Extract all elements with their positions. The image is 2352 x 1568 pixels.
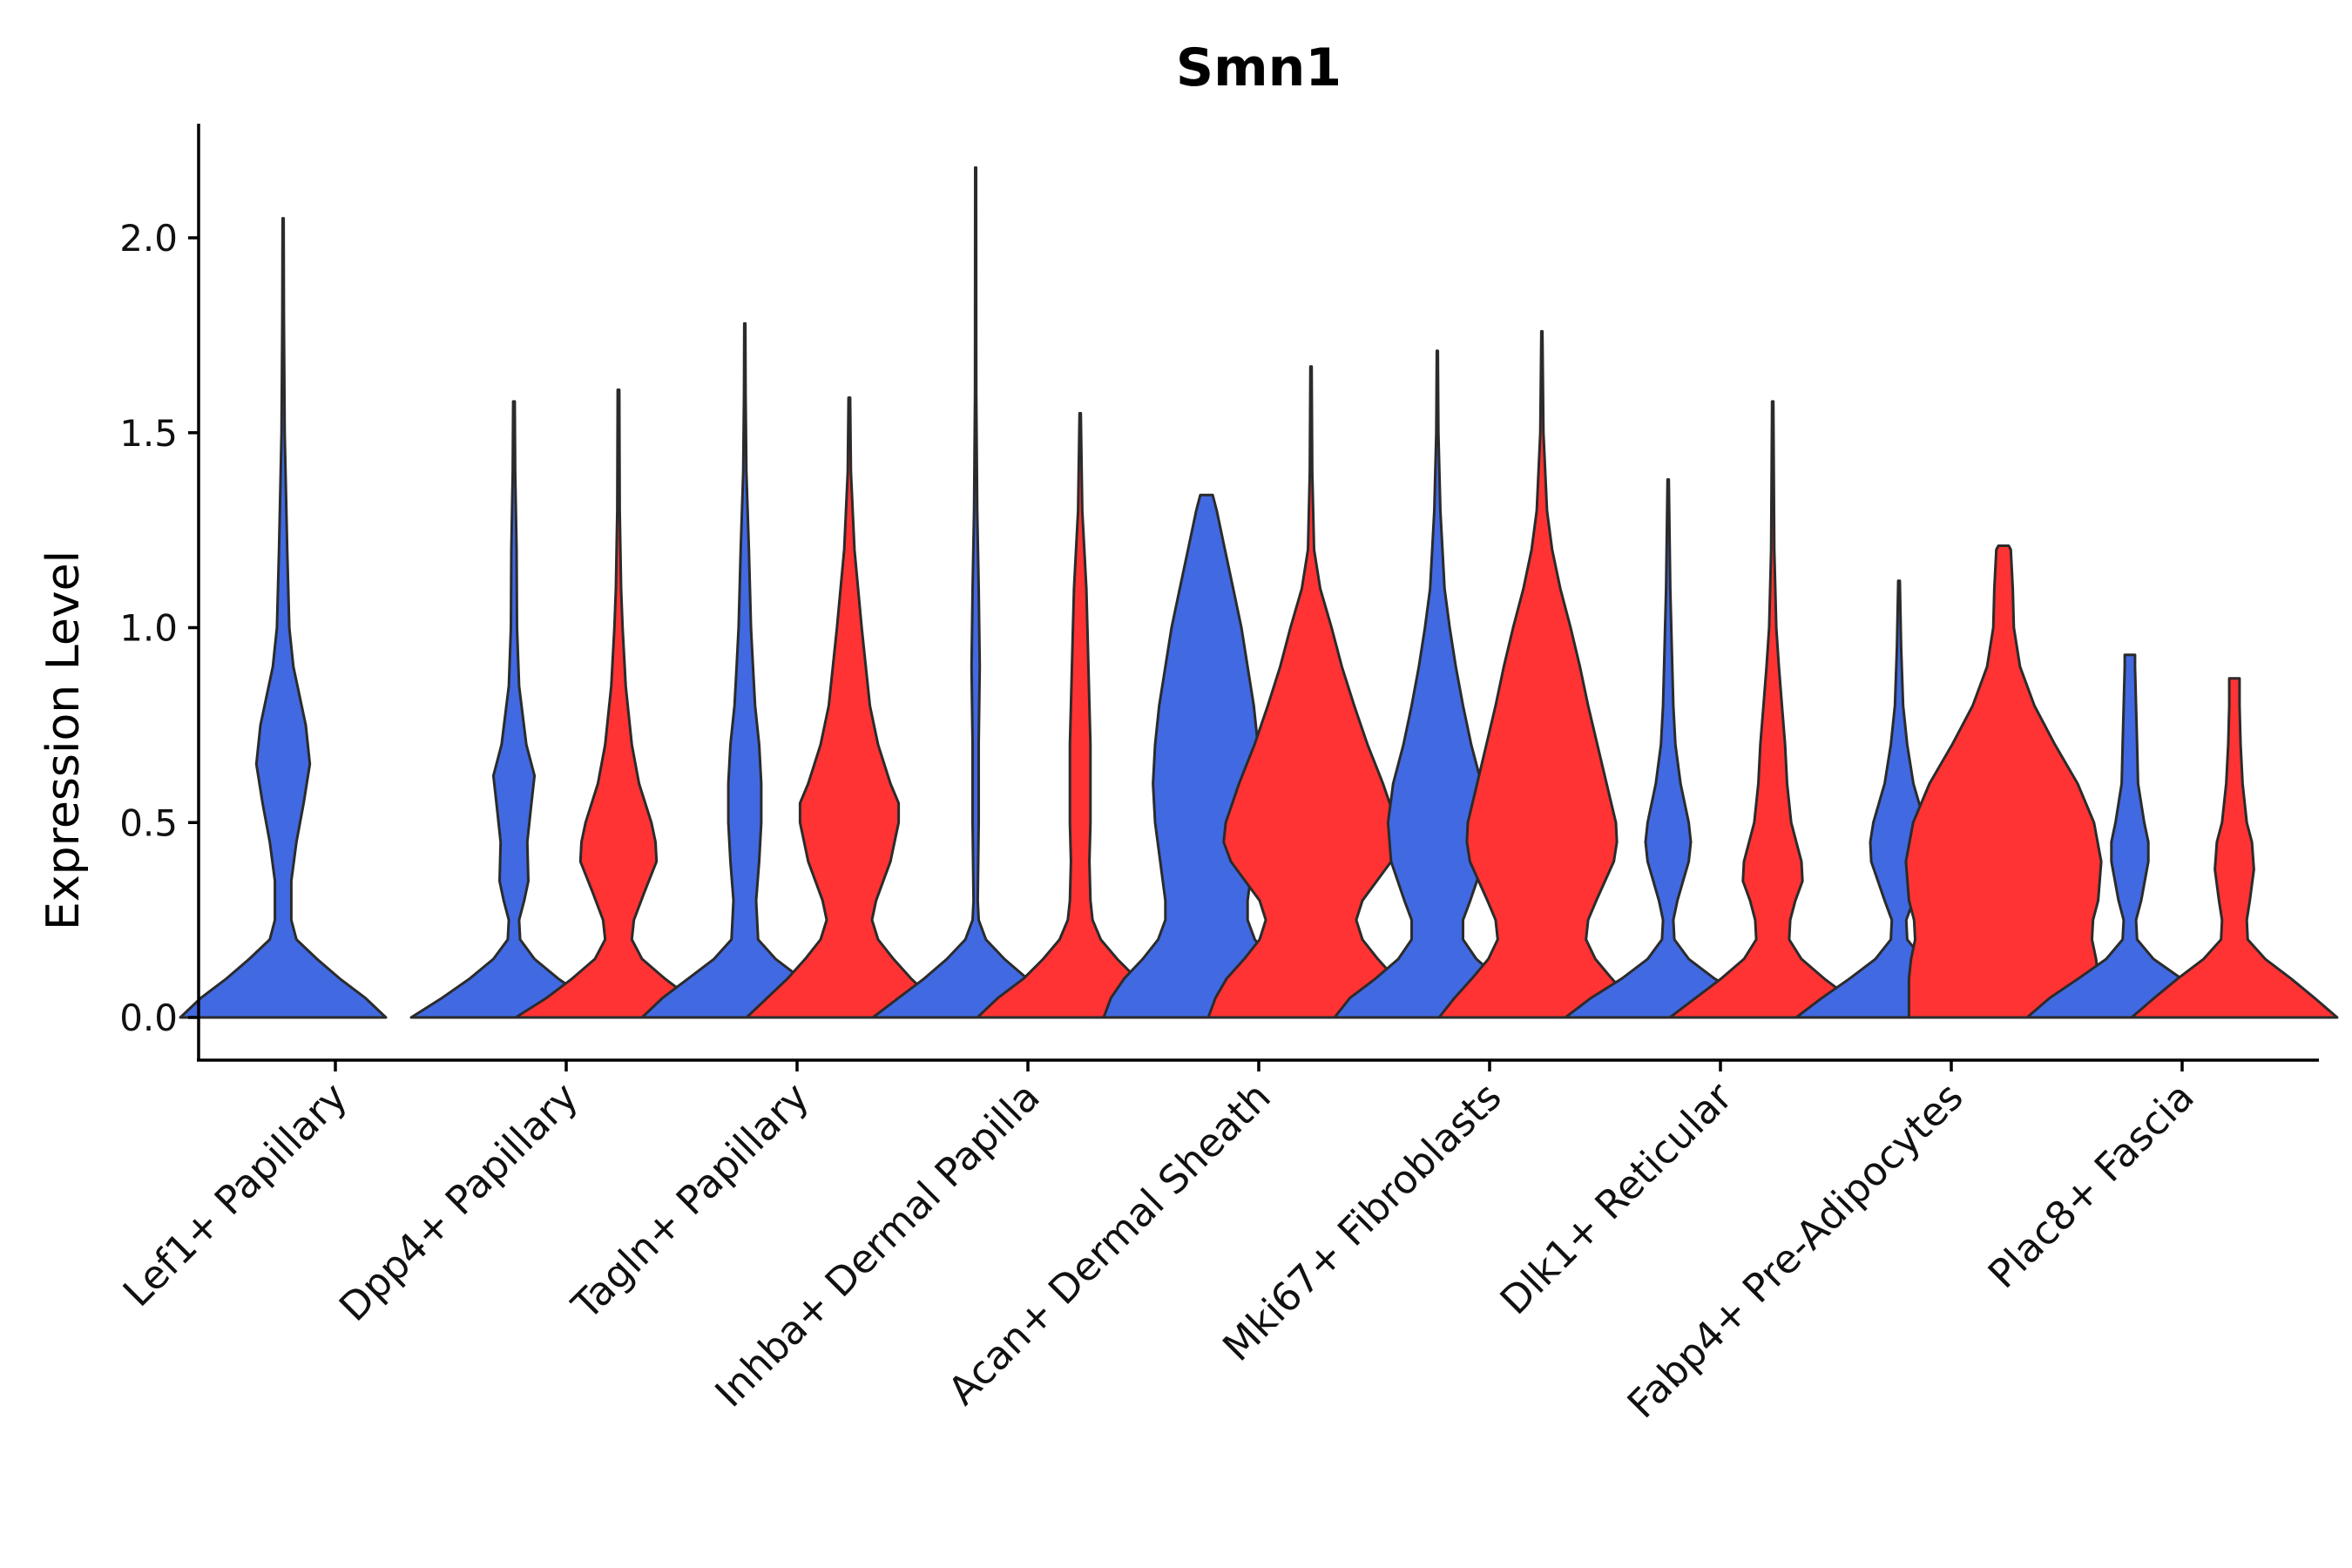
x-tick-label: Plac8+ Fascia bbox=[1979, 1073, 2203, 1297]
x-tick-label: Tagln+ Papillary bbox=[563, 1073, 818, 1328]
y-tick-label: 1.0 bbox=[119, 607, 178, 650]
y-tick-label: 2.0 bbox=[119, 217, 178, 260]
y-tick-label: 1.5 bbox=[119, 412, 178, 455]
y-tick-label: 0.5 bbox=[119, 801, 178, 844]
violin-red bbox=[745, 396, 954, 1019]
violin-blue bbox=[1333, 349, 1542, 1019]
x-tick-label: Dpp4+ Papillary bbox=[330, 1073, 587, 1330]
y-tick-label: 0.0 bbox=[119, 997, 178, 1039]
violin-red bbox=[514, 389, 723, 1019]
chart-title: Smn1 bbox=[1176, 37, 1342, 98]
violin-blue bbox=[179, 217, 388, 1019]
violin-blue bbox=[1794, 579, 2004, 1019]
violin-blue bbox=[2025, 653, 2234, 1019]
violin-group bbox=[179, 166, 2339, 1019]
violin-red bbox=[2130, 677, 2339, 1019]
violin-red bbox=[1668, 400, 1877, 1019]
violin-blue bbox=[1564, 478, 1773, 1019]
violin-blue bbox=[409, 400, 618, 1019]
x-tick-label: Lef1+ Papillary bbox=[114, 1073, 356, 1315]
violin-blue bbox=[640, 321, 849, 1019]
violin-blue bbox=[1102, 493, 1311, 1019]
violin-red bbox=[1206, 365, 1416, 1019]
x-tick-label: Dlk1+ Reticular bbox=[1491, 1073, 1741, 1323]
y-axis-ticks: 0.0 0.5 1.0 1.5 2.0 bbox=[119, 217, 199, 1039]
y-axis-label: Expression Level bbox=[37, 551, 90, 930]
violin-blue bbox=[871, 166, 1080, 1019]
violin-red bbox=[976, 411, 1185, 1019]
violin-red bbox=[1904, 544, 2103, 1019]
violin-red bbox=[1437, 329, 1646, 1019]
